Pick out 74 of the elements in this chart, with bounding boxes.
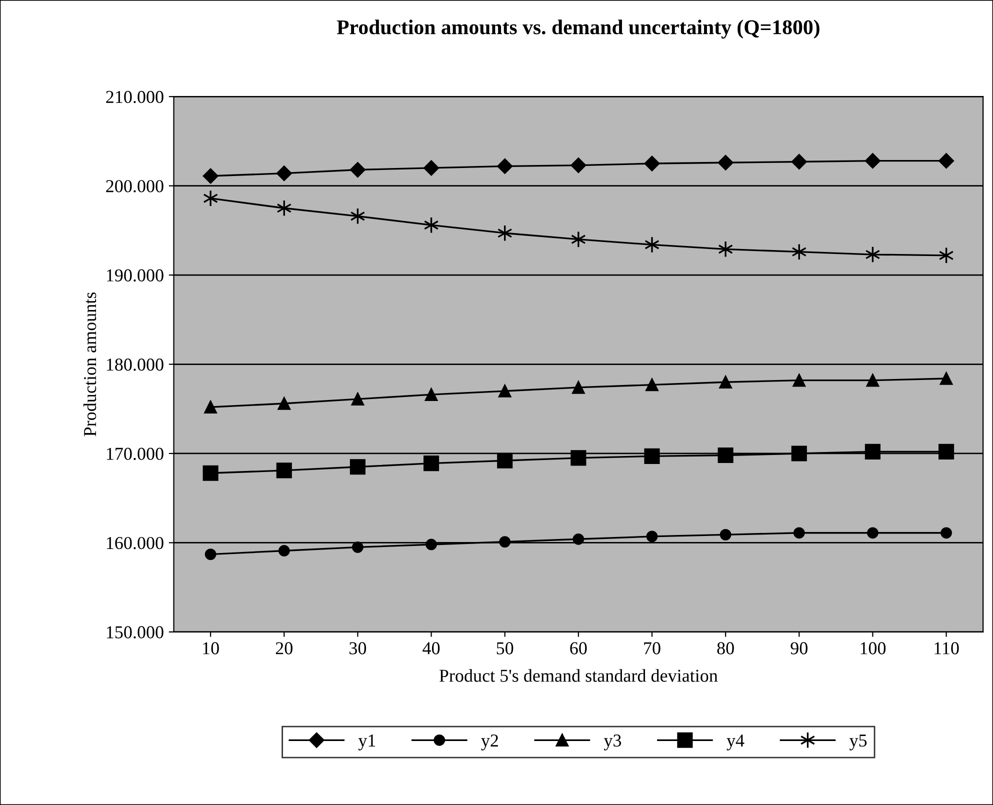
- point: [572, 533, 584, 545]
- point: [644, 236, 660, 254]
- legend-label: y1: [358, 734, 376, 750]
- point: [940, 372, 953, 385]
- point: [350, 459, 366, 475]
- x-tick-label: 50: [496, 642, 514, 654]
- point: [204, 548, 216, 560]
- point: [426, 538, 437, 550]
- x-tick-label: 110: [934, 642, 959, 654]
- legend-label: y2: [481, 734, 498, 750]
- y-tick-label: 180.000: [106, 358, 164, 371]
- y-tick-label: 200.000: [106, 180, 164, 192]
- point: [352, 541, 364, 553]
- point: [938, 153, 954, 169]
- x-tick-label: 40: [422, 642, 440, 654]
- point: [278, 545, 290, 556]
- point: [424, 456, 440, 472]
- point: [793, 527, 805, 539]
- x-axis-title: Product 5's demand standard deviation: [439, 669, 718, 682]
- y-axis-title: Production amounts: [83, 292, 96, 436]
- point: [570, 230, 586, 248]
- point: [570, 158, 586, 174]
- x-tick-label: 90: [790, 642, 808, 654]
- point: [720, 528, 732, 540]
- x-tick-label: 10: [203, 642, 219, 654]
- point: [497, 452, 513, 468]
- point: [791, 446, 807, 462]
- x-tick-label: 20: [276, 642, 292, 654]
- y-tick-label: 160.000: [106, 536, 164, 550]
- point: [204, 400, 217, 414]
- x-tick-label: 80: [717, 642, 734, 654]
- point: [202, 465, 218, 481]
- x-tick-label: 100: [860, 642, 886, 654]
- point: [276, 462, 292, 478]
- point: [646, 530, 658, 542]
- point: [644, 448, 660, 464]
- point: [203, 190, 218, 207]
- point: [718, 447, 734, 464]
- point: [646, 378, 658, 392]
- point: [865, 153, 880, 169]
- y-tick-label: 150.000: [106, 626, 164, 638]
- point: [938, 444, 954, 460]
- point: [864, 444, 880, 460]
- point: [572, 381, 585, 394]
- point: [940, 527, 952, 539]
- point: [792, 374, 806, 387]
- point: [498, 384, 512, 398]
- point: [499, 536, 511, 548]
- point: [718, 154, 734, 170]
- y-tick-label: 210.000: [106, 90, 164, 104]
- point: [497, 158, 513, 174]
- y-tick-label: 190.000: [106, 269, 164, 282]
- point: [644, 156, 660, 172]
- point: [276, 166, 292, 182]
- point: [351, 392, 364, 406]
- point: [867, 527, 878, 539]
- chart-title: Production amounts vs. demand uncertainty (Q=1800): [336, 20, 820, 39]
- point: [202, 168, 218, 184]
- x-tick-label: 30: [350, 642, 366, 654]
- point: [350, 162, 366, 178]
- point: [791, 154, 807, 170]
- x-tick-label: 60: [570, 642, 587, 654]
- point: [424, 160, 439, 176]
- point: [424, 388, 438, 401]
- point: [866, 374, 880, 387]
- y-tick-label: 170.000: [106, 448, 164, 460]
- x-tick-label: 70: [644, 642, 660, 654]
- legend-label: y4: [726, 734, 744, 750]
- legend-label: y3: [604, 734, 622, 750]
- point: [718, 240, 734, 258]
- point: [719, 376, 732, 388]
- point: [278, 397, 291, 410]
- legend-label: y5: [849, 734, 867, 750]
- point: [570, 450, 586, 466]
